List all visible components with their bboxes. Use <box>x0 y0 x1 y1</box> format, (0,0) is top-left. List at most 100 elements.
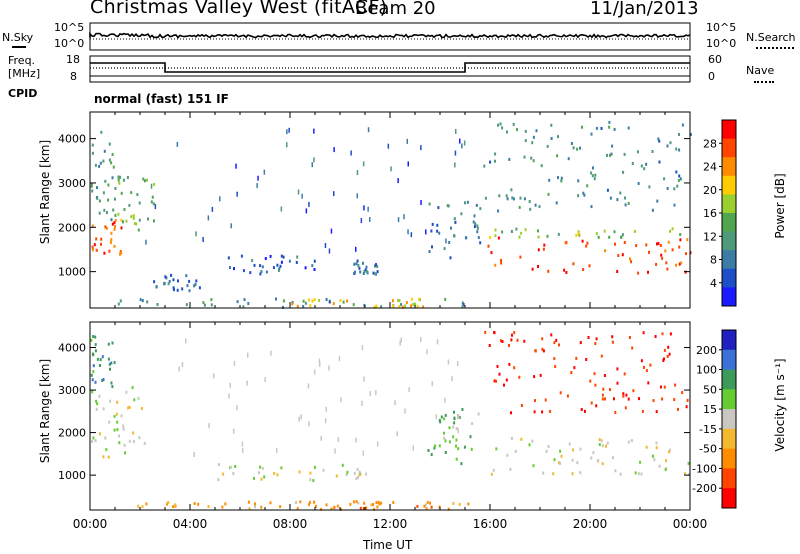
power-cell <box>332 302 335 306</box>
velocity-cell <box>263 475 266 479</box>
power-cell <box>363 269 366 273</box>
power-cell <box>546 234 549 238</box>
velocity-ytick-label: 4000 <box>58 342 86 355</box>
power-cell <box>359 270 362 274</box>
velocity-cell <box>444 397 446 403</box>
velocity-cell <box>514 449 517 453</box>
power-cell <box>430 229 433 233</box>
nsky-label: N.Sky <box>2 31 34 44</box>
power-cell <box>656 199 659 203</box>
power-cell <box>651 208 654 212</box>
velocity-cell <box>603 374 606 377</box>
velocity-cell <box>440 415 443 419</box>
velocity-cell <box>554 365 557 368</box>
power-cell <box>609 196 612 200</box>
velocity-colorbar-tick-label: -100 <box>692 462 717 475</box>
power-cell <box>609 153 611 157</box>
power-cell <box>249 271 252 275</box>
velocity-cell <box>501 340 504 343</box>
velocity-cell <box>113 361 116 365</box>
power-cell <box>570 142 573 145</box>
velocity-cell <box>260 477 263 481</box>
power-cell <box>138 201 141 205</box>
velocity-panel-frame <box>89 321 691 511</box>
power-cell <box>138 218 141 222</box>
velocity-cell <box>141 505 144 509</box>
power-cell <box>355 246 357 252</box>
power-cell <box>622 170 625 174</box>
power-cell <box>328 248 331 254</box>
power-cell <box>591 174 594 178</box>
power-cell <box>648 250 650 254</box>
velocity-cell <box>335 474 338 478</box>
velocity-colorbar-segment <box>722 468 736 489</box>
power-cell <box>397 299 400 302</box>
power-cell <box>500 261 503 265</box>
power-cell <box>104 179 107 183</box>
power-colorbar-segment <box>722 231 736 251</box>
power-cell <box>637 271 640 275</box>
velocity-cell <box>503 383 505 387</box>
power-cell <box>547 192 550 196</box>
power-cell <box>680 261 683 265</box>
power-cell <box>637 182 640 185</box>
power-cell <box>202 237 204 242</box>
velocity-cell <box>208 423 210 429</box>
velocity-cell <box>120 414 123 418</box>
velocity-cell <box>653 458 656 462</box>
velocity-cell <box>296 507 299 511</box>
power-cell <box>392 304 395 308</box>
velocity-cell <box>447 507 450 511</box>
velocity-cell <box>325 406 327 412</box>
power-cell <box>259 272 262 276</box>
velocity-cell <box>552 472 555 476</box>
velocity-cell <box>96 402 99 406</box>
power-cell <box>537 248 540 252</box>
velocity-cell <box>508 362 511 366</box>
velocity-cell <box>264 377 266 383</box>
power-cell <box>490 251 493 255</box>
power-cell <box>256 183 258 189</box>
power-cell <box>350 150 352 156</box>
velocity-cell <box>185 338 187 344</box>
power-cell <box>515 227 518 231</box>
velocity-cell <box>541 337 544 341</box>
velocity-cell <box>233 360 236 366</box>
velocity-cell <box>375 501 378 505</box>
power-colorbar-tick-label: 12 <box>703 230 717 243</box>
velocity-cell <box>631 346 634 350</box>
power-cell <box>461 301 464 305</box>
power-cell <box>431 245 433 249</box>
velocity-colorbar-segment <box>722 448 736 469</box>
power-cell <box>531 141 534 145</box>
power-cell <box>117 302 120 306</box>
velocity-cell <box>649 363 652 367</box>
power-cell <box>675 170 678 174</box>
power-cell <box>339 299 342 302</box>
velocity-cell <box>98 432 101 436</box>
power-cell <box>603 229 606 233</box>
x-tick-label: 00:00 <box>73 517 108 531</box>
power-cell <box>372 271 375 275</box>
velocity-cell <box>259 465 262 469</box>
velocity-cell <box>601 393 604 397</box>
velocity-cell <box>143 441 146 445</box>
velocity-cell <box>455 457 458 461</box>
velocity-cell <box>113 428 116 432</box>
velocity-cell <box>102 455 105 459</box>
velocity-cell <box>365 506 368 510</box>
velocity-colorbar-segment <box>722 389 736 410</box>
velocity-cell <box>542 349 545 353</box>
power-cell <box>590 132 593 136</box>
velocity-cell <box>378 502 381 506</box>
power-cell <box>109 241 112 244</box>
power-cell <box>247 302 250 305</box>
velocity-cell <box>247 500 250 504</box>
power-cell <box>679 177 682 181</box>
velocity-cell <box>496 364 499 368</box>
power-cell <box>512 197 515 201</box>
power-cell <box>506 130 508 134</box>
velocity-cell <box>601 444 604 448</box>
power-cell <box>524 228 527 232</box>
velocity-cell <box>333 506 336 510</box>
